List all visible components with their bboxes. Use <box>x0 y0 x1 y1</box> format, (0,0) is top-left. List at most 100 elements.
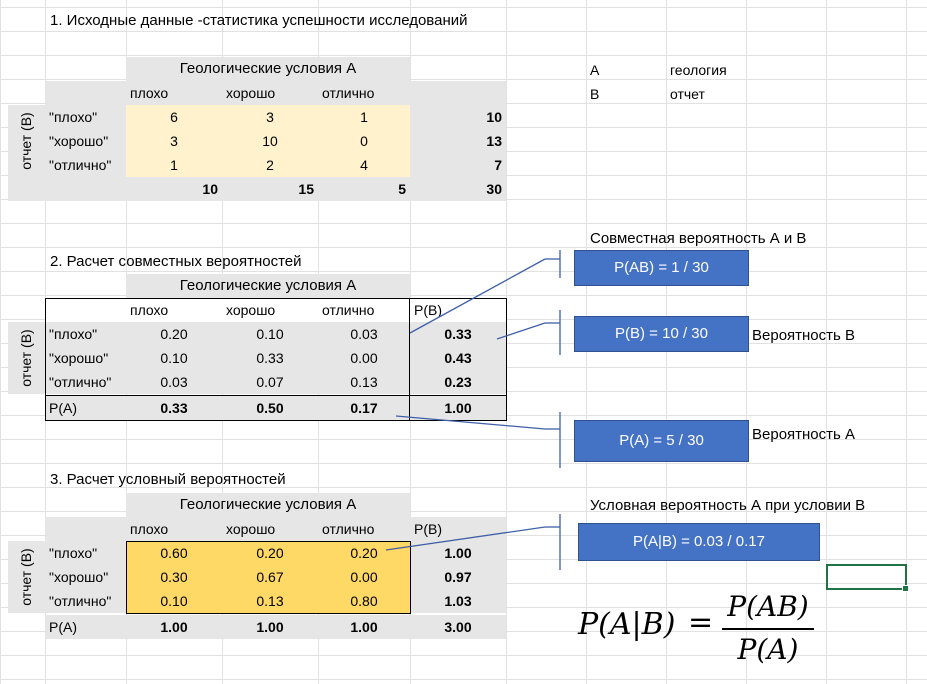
table1-cell[interactable]: 2 <box>222 153 318 177</box>
table1-cell[interactable]: 6 <box>126 105 222 129</box>
formula-fraction-bar <box>722 628 814 630</box>
table1-total-label-empty <box>45 177 126 201</box>
table2-cell[interactable]: 0.03 <box>318 322 410 346</box>
table2-row-label: "хорошо" <box>45 346 126 370</box>
table3-row-label: "отлично" <box>45 589 126 613</box>
table1-cell[interactable]: 4 <box>318 153 410 177</box>
table1-col-total[interactable]: 10 <box>126 177 222 201</box>
pa-box[interactable]: P(A) = 5 / 30 <box>574 420 749 462</box>
table3-col-total[interactable]: 1.00 <box>318 615 410 639</box>
joint-probability-label: Совместная вероятность А и В <box>590 230 807 247</box>
connector-line <box>496 322 546 340</box>
selected-cell[interactable] <box>826 564 909 592</box>
table1-row-label: "плохо" <box>45 105 126 129</box>
table3-cell[interactable]: 0.60 <box>126 541 222 565</box>
table3-cell[interactable]: 0.20 <box>222 541 318 565</box>
table3-grand-total[interactable]: 3.00 <box>410 615 506 639</box>
table1-col-header: хорошо <box>222 81 318 105</box>
table2-col-total[interactable]: 0.17 <box>318 396 410 420</box>
pa-label: Вероятность А <box>752 426 856 443</box>
table2-cell[interactable]: 0.20 <box>126 322 222 346</box>
connector-line <box>395 415 546 430</box>
table2-cell[interactable]: 0.00 <box>318 346 410 370</box>
table2-col-total[interactable]: 0.33 <box>126 396 222 420</box>
table2-pa-label: P(A) <box>45 396 126 420</box>
table3-corner <box>45 517 126 541</box>
table2-row-total[interactable]: 0.23 <box>410 370 506 394</box>
pb-box[interactable]: P(B) = 10 / 30 <box>574 316 749 352</box>
table2-cell[interactable]: 0.13 <box>318 370 410 394</box>
table3-cell[interactable]: 0.13 <box>222 589 318 613</box>
table3-col-header: отлично <box>318 517 410 541</box>
table1-col-header: плохо <box>126 81 222 105</box>
conditional-probability-label: Условная вероятность А при условии В <box>590 497 866 514</box>
table2-row-total[interactable]: 0.43 <box>410 346 506 370</box>
table3-pb-header: P(B) <box>410 517 506 541</box>
table1-cell[interactable]: 0 <box>318 129 410 153</box>
table1-col-header: отлично <box>318 81 410 105</box>
table2-header: Геологические условия А <box>126 274 410 298</box>
table2-row-label: "отлично" <box>45 370 126 394</box>
table3-pa-label: P(A) <box>45 615 126 639</box>
table1-cell[interactable]: 1 <box>318 105 410 129</box>
table1-cell[interactable]: 3 <box>126 129 222 153</box>
table3-col-total[interactable]: 1.00 <box>126 615 222 639</box>
table2-row-label: "плохо" <box>45 322 126 346</box>
table1-row-total[interactable]: 13 <box>410 129 506 153</box>
table2-cell[interactable]: 0.10 <box>126 346 222 370</box>
formula-equals: = <box>688 605 714 640</box>
section-3-title: 3. Расчет условный вероятностей <box>50 471 286 488</box>
pb-label: Вероятность В <box>752 327 856 344</box>
table3-header: Геологические условия А <box>126 493 410 517</box>
table1-cell[interactable]: 10 <box>222 129 318 153</box>
table2-grand-total[interactable]: 1.00 <box>410 396 506 420</box>
table3-cell[interactable]: 0.80 <box>318 589 410 613</box>
table3-cell[interactable]: 0.67 <box>222 565 318 589</box>
connector-line <box>385 526 546 551</box>
table3-col-header: хорошо <box>222 517 318 541</box>
table1-header: Геологические условия А <box>126 57 410 81</box>
table3-row-total[interactable]: 0.97 <box>410 565 506 589</box>
joint-probability-box[interactable]: P(AB) = 1 / 30 <box>574 250 749 286</box>
legend-a-key: A <box>590 62 600 78</box>
table3-row-label: "плохо" <box>45 541 126 565</box>
table1-col-header-empty <box>410 81 506 105</box>
table2-col-header: отлично <box>318 298 410 322</box>
table1-row-label: "хорошо" <box>45 129 126 153</box>
table3-row-total[interactable]: 1.03 <box>410 589 506 613</box>
table2-cell[interactable]: 0.03 <box>126 370 222 394</box>
conditional-probability-box[interactable]: P(A|B) = 0.03 / 0.17 <box>578 523 820 561</box>
table1-row-total[interactable]: 10 <box>410 105 506 129</box>
table1-row-label: "отлично" <box>45 153 126 177</box>
legend-b-key: B <box>590 86 600 102</box>
table1-row-total[interactable]: 7 <box>410 153 506 177</box>
table2-corner <box>45 298 126 322</box>
formula-denominator: P(A) <box>737 633 799 666</box>
table1-col-total[interactable]: 5 <box>318 177 410 201</box>
legend-a-value: геология <box>670 62 727 78</box>
table3-row-label: "хорошо" <box>45 565 126 589</box>
formula-lhs: P(A|B) <box>578 607 676 642</box>
table1-col-total[interactable]: 15 <box>222 177 318 201</box>
table3-row-total[interactable]: 1.00 <box>410 541 506 565</box>
table1-cell[interactable]: 3 <box>222 105 318 129</box>
table2-cell[interactable]: 0.07 <box>222 370 318 394</box>
legend-b-value: отчет <box>670 86 705 102</box>
table1-cell[interactable]: 1 <box>126 153 222 177</box>
table2-cell[interactable]: 0.10 <box>222 322 318 346</box>
table2-col-header: хорошо <box>222 298 318 322</box>
section-2-title: 2. Расчет совместных вероятностей <box>50 253 302 270</box>
table3-cell[interactable]: 0.30 <box>126 565 222 589</box>
table2-col-total[interactable]: 0.50 <box>222 396 318 420</box>
table3-col-header: плохо <box>126 517 222 541</box>
table2-row-total[interactable]: 0.33 <box>410 322 506 346</box>
table3-cell[interactable]: 0.00 <box>318 565 410 589</box>
formula-numerator: P(AB) <box>727 590 809 623</box>
table1-grand-total[interactable]: 30 <box>410 177 506 201</box>
table3-cell[interactable]: 0.20 <box>318 541 410 565</box>
table3-col-total[interactable]: 1.00 <box>222 615 318 639</box>
table2-cell[interactable]: 0.33 <box>222 346 318 370</box>
table3-cell[interactable]: 0.10 <box>126 589 222 613</box>
